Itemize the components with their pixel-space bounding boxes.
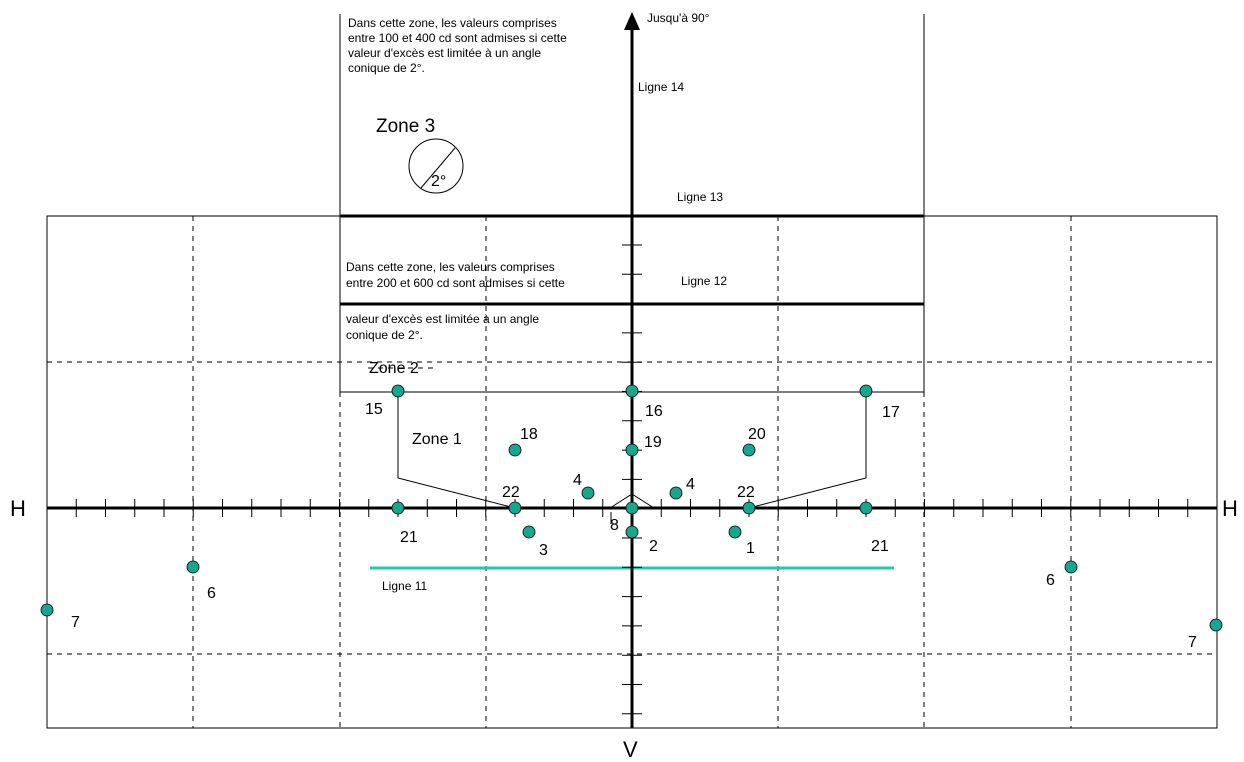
ligne14-label: Ligne 14 <box>638 80 684 94</box>
label-16: 16 <box>645 403 663 420</box>
ligne13-label: Ligne 13 <box>677 190 723 204</box>
point-19 <box>625 443 639 457</box>
point-labels: 15 16 17 18 19 20 4 4 22 22 21 21 8 3 2 … <box>71 401 1197 651</box>
up-arrow-icon <box>624 12 640 30</box>
label-21-right: 21 <box>871 538 889 555</box>
label-1: 1 <box>746 540 755 557</box>
point-1 <box>728 525 742 539</box>
point-17 <box>859 384 873 398</box>
point-22-left <box>508 501 522 515</box>
point-18 <box>508 443 522 457</box>
zone3-note-line-3: valeur d'excès est limitée à un angle <box>348 46 541 60</box>
point-6-right <box>1064 560 1078 574</box>
zone1-title: Zone 1 <box>412 431 462 448</box>
label-17: 17 <box>882 404 900 421</box>
label-6-right: 6 <box>1046 572 1055 589</box>
label-6-left: 6 <box>207 585 216 602</box>
point-22-right <box>742 501 756 515</box>
zone3-note-line-2: entre 100 et 400 cd sont admises si cett… <box>348 31 567 45</box>
v-axis-label: V <box>623 737 638 762</box>
point-4-left <box>581 486 595 500</box>
point-20 <box>742 443 756 457</box>
point-4-right <box>669 486 683 500</box>
v-axis-ticks <box>622 244 642 715</box>
point-16 <box>625 384 639 398</box>
zone3-note-line-1: Dans cette zone, les valeurs comprises <box>348 16 557 30</box>
zone2-note-line-3: valeur d'excès est limitée à un angle <box>346 312 539 326</box>
test-points <box>40 384 1223 632</box>
zone3-cone-label: 2° <box>431 173 446 190</box>
label-19: 19 <box>644 434 662 451</box>
label-8: 8 <box>610 517 619 534</box>
label-15: 15 <box>365 401 383 418</box>
label-7-left: 7 <box>71 614 80 631</box>
label-4-right: 4 <box>686 476 695 493</box>
ligne11-label: Ligne 11 <box>382 579 427 593</box>
point-6-left <box>186 560 200 574</box>
zone3-cone-icon <box>408 138 464 194</box>
h-axis-label-left: H <box>10 496 26 521</box>
point-15 <box>391 384 405 398</box>
zone2-title: Zone 2 <box>369 360 419 377</box>
point-3 <box>522 525 536 539</box>
zone3-box <box>339 14 925 216</box>
zone2-note-line-2: entre 200 et 600 cd sont admises si cett… <box>346 276 565 290</box>
point-21-left <box>391 501 405 515</box>
zone2-note-line-1: Dans cette zone, les valeurs comprises <box>346 260 555 274</box>
label-20: 20 <box>748 426 766 443</box>
label-3: 3 <box>539 542 548 559</box>
label-2: 2 <box>649 538 658 555</box>
zone2-note-line-4: conique de 2°. <box>346 328 423 342</box>
point-2 <box>625 525 639 539</box>
point-7-right <box>1209 618 1223 632</box>
label-18: 18 <box>520 426 538 443</box>
h-axis-label-right: H <box>1222 496 1238 521</box>
label-4-left: 4 <box>573 472 582 489</box>
point-7-left <box>40 603 54 617</box>
label-21-left: 21 <box>400 529 418 546</box>
label-7-right: 7 <box>1188 634 1197 651</box>
zone3-title: Zone 3 <box>376 116 435 137</box>
label-22-right: 22 <box>737 484 755 501</box>
zone3-cone-slash <box>420 147 456 189</box>
up-arrow-label: Jusqu'à 90° <box>647 11 710 25</box>
label-22-left: 22 <box>502 484 520 501</box>
ligne12-label: Ligne 12 <box>681 274 727 288</box>
point-center <box>625 501 639 515</box>
zone3-note-line-4: conique de 2°. <box>348 61 425 75</box>
point-21-right <box>859 501 873 515</box>
